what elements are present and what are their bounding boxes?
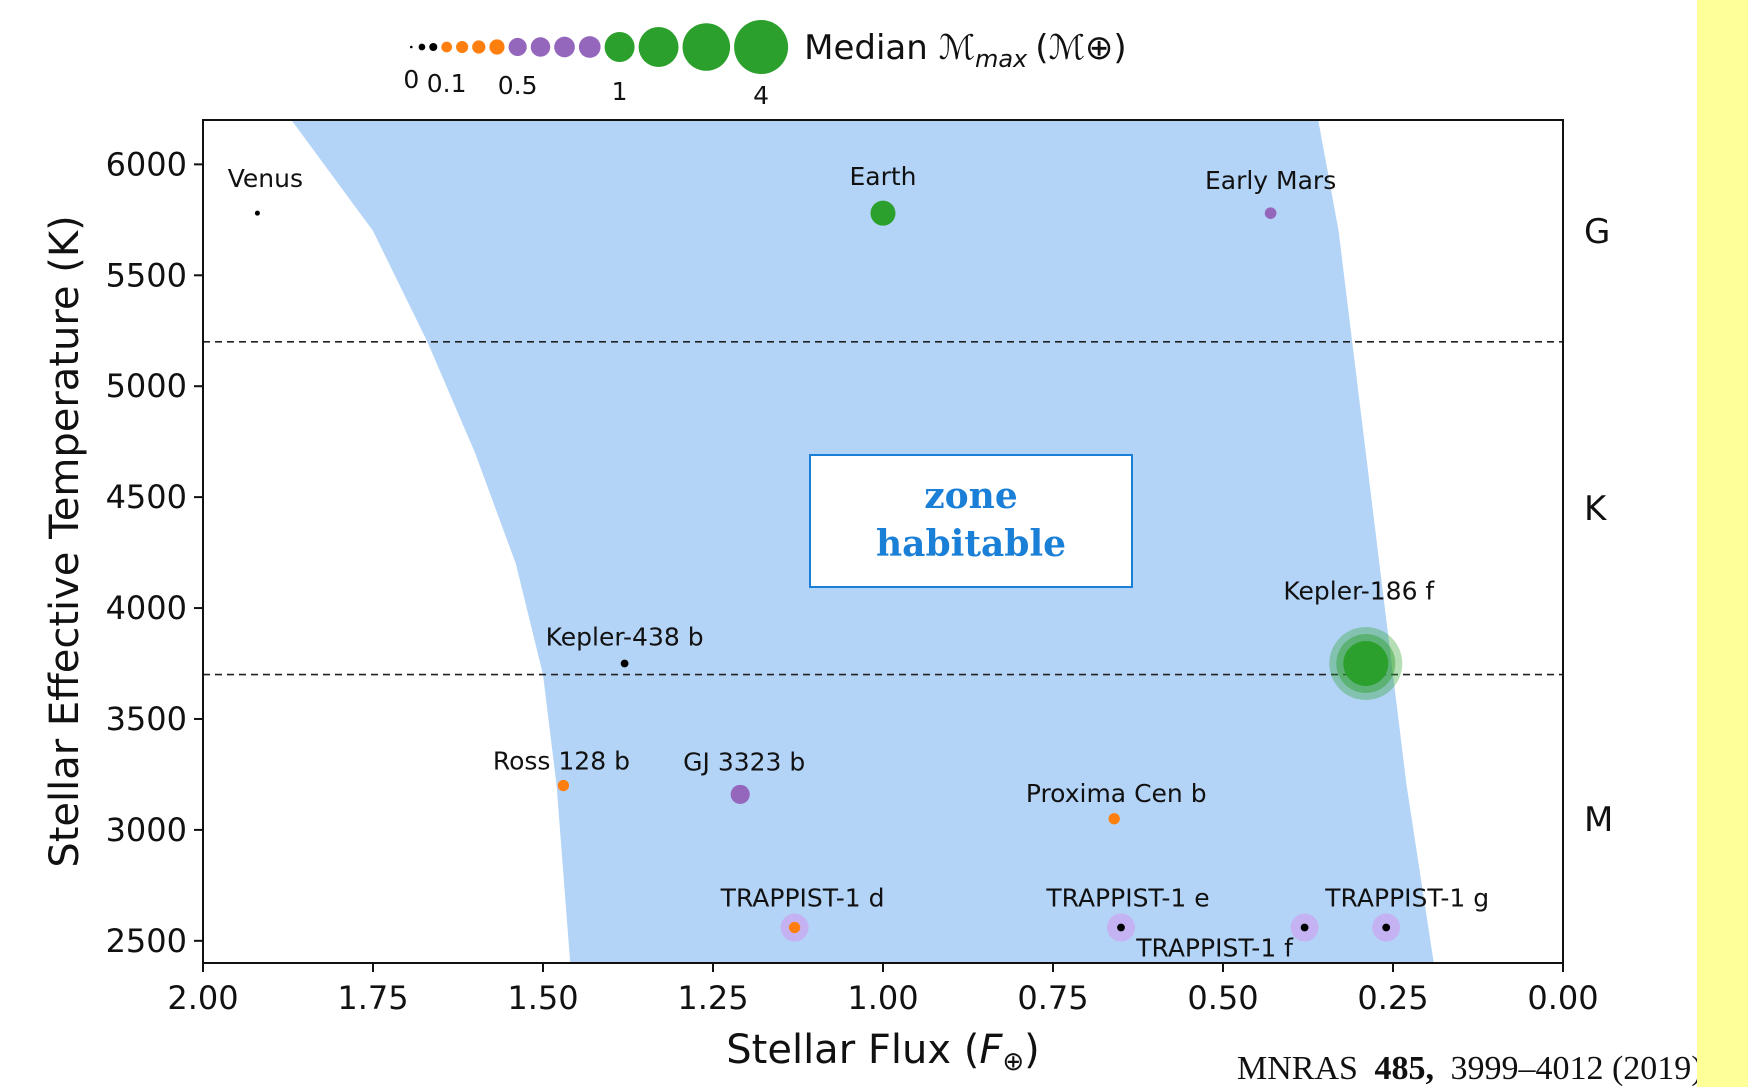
legend-size-marker xyxy=(578,36,601,58)
planet-label-trappist-1-f: TRAPPIST-1 f xyxy=(1135,934,1294,963)
x-tick-label: 2.00 xyxy=(167,979,238,1017)
planet-marker-kepler-438-b xyxy=(620,659,629,668)
planet-marker-ross-128-b xyxy=(557,779,570,792)
legend-size-marker xyxy=(410,45,413,49)
zone-label-line2: habitable xyxy=(876,523,1066,565)
legend-size-marker xyxy=(530,37,551,57)
legend-tick-label: 0.1 xyxy=(427,69,467,98)
zone-label-box xyxy=(809,454,1133,588)
spectral-class-label-k: K xyxy=(1584,489,1608,529)
spectral-class-label-m: M xyxy=(1584,800,1613,840)
y-tick-label: 3000 xyxy=(106,811,187,849)
legend-size-marker xyxy=(429,42,438,52)
legend-size-marker xyxy=(508,37,527,57)
legend-size-marker xyxy=(441,41,453,53)
citation-journal: MNRAS xyxy=(1237,1050,1358,1087)
legend-size-marker xyxy=(604,32,635,62)
y-tick-label: 4000 xyxy=(106,589,187,627)
x-tick-label: 1.50 xyxy=(507,979,578,1017)
legend-tick-label: 1 xyxy=(612,77,628,106)
zone-label-line1: zone xyxy=(924,475,1018,517)
planet-marker-gj-3323-b xyxy=(730,784,750,804)
x-tick-label: 1.00 xyxy=(847,979,918,1017)
legend-tick-label: 0.5 xyxy=(498,71,538,100)
planet-marker-trappist-1-d xyxy=(788,921,801,934)
planet-label-gj-3323-b: GJ 3323 b xyxy=(683,747,805,776)
planet-label-trappist-1-e: TRAPPIST-1 e xyxy=(1045,884,1209,913)
legend-size-marker xyxy=(456,40,469,54)
x-tick-label: 0.50 xyxy=(1187,979,1258,1017)
x-tick-label: 0.00 xyxy=(1527,979,1598,1017)
planet-marker-venus xyxy=(254,210,260,216)
x-axis-title: Stellar Flux (F⊕) xyxy=(726,1027,1039,1077)
planet-label-kepler-186-f: Kepler-186 f xyxy=(1283,577,1435,606)
planet-marker-early-mars xyxy=(1264,207,1277,219)
planet-marker-proxima-cen-b xyxy=(1108,813,1120,825)
planet-marker-trappist-1-f xyxy=(1300,923,1309,932)
legend-tick-label: 4 xyxy=(753,81,769,110)
y-axis-title: Stellar Effective Temperature (K) xyxy=(42,215,88,867)
planet-label-early-mars: Early Mars xyxy=(1205,166,1336,195)
legend-size-marker xyxy=(682,23,731,71)
legend-tick-label: 0 xyxy=(403,65,419,94)
planet-marker-kepler-186-f xyxy=(1343,641,1389,687)
x-tick-label: 0.25 xyxy=(1357,979,1428,1017)
legend-size-marker xyxy=(734,20,789,74)
citation: MNRAS 485, 3999–4012 (2019) xyxy=(1237,1050,1697,1087)
spectral-class-label-g: G xyxy=(1584,212,1610,252)
planet-label-ross-128-b: Ross 128 b xyxy=(493,747,630,776)
citation-volume: 485, xyxy=(1374,1050,1434,1087)
planet-label-venus: Venus xyxy=(228,164,303,193)
planet-label-earth: Earth xyxy=(849,162,916,191)
legend-size-marker xyxy=(472,40,486,54)
legend-size-marker xyxy=(638,27,679,67)
citation-pages: 3999–4012 (2019) xyxy=(1450,1050,1697,1087)
legend-size-marker xyxy=(489,39,505,55)
habitable-zone-scatter-chart: G K M Venus Earth Early Mars Kepler-186 f Kepl… xyxy=(42,20,1697,1087)
planet-marker-trappist-1-e xyxy=(1117,923,1125,932)
y-tick-label: 4500 xyxy=(106,478,187,516)
x-tick-label: 1.75 xyxy=(337,979,408,1017)
y-tick-label: 5500 xyxy=(106,256,187,294)
planet-label-trappist-1-d: TRAPPIST-1 d xyxy=(720,884,885,913)
legend-title: Median ℳmax (ℳ⊕) xyxy=(804,28,1127,73)
figure-panel: G K M Venus Earth Early Mars Kepler-186 f Kepl… xyxy=(0,0,1697,1087)
planet-label-kepler-438-b: Kepler-438 b xyxy=(546,623,704,652)
planet-marker-trappist-1-g xyxy=(1382,923,1391,932)
x-tick-label: 0.75 xyxy=(1017,979,1088,1017)
planet-label-proxima-cen-b: Proxima Cen b xyxy=(1026,779,1207,808)
planet-label-trappist-1-g: TRAPPIST-1 g xyxy=(1324,884,1489,913)
y-tick-label: 6000 xyxy=(106,145,187,183)
legend-size-marker xyxy=(418,43,426,51)
y-tick-label: 3500 xyxy=(106,700,187,738)
y-tick-label: 2500 xyxy=(106,922,187,960)
y-tick-label: 5000 xyxy=(106,367,187,405)
planet-marker-earth xyxy=(870,200,896,226)
legend-size-marker xyxy=(554,36,575,58)
x-tick-label: 1.25 xyxy=(677,979,748,1017)
